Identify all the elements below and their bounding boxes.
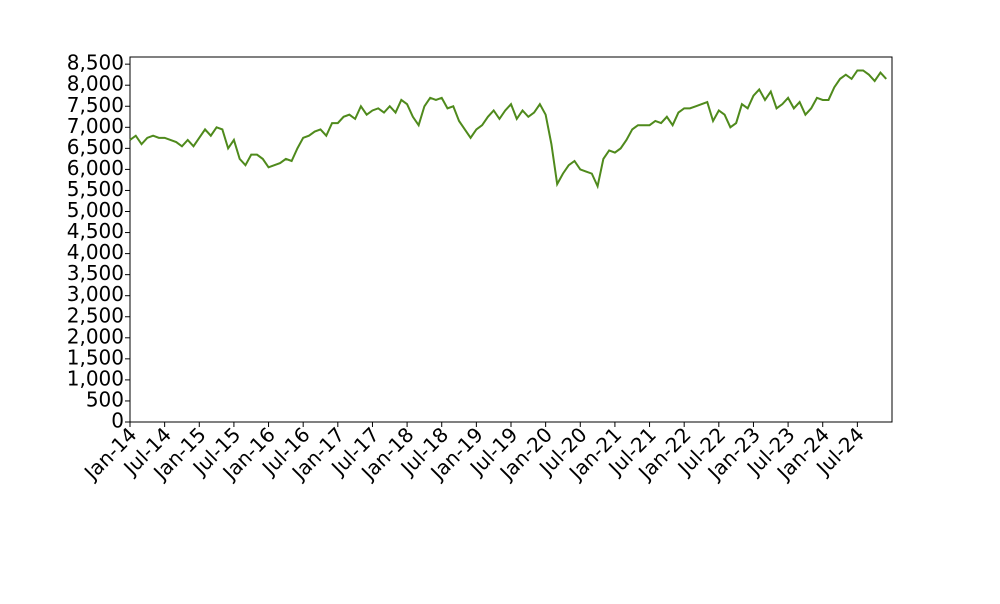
y-tick-label: 6,000 (67, 156, 124, 180)
y-tick-label: 4,000 (67, 240, 124, 264)
plot-frame (129, 56, 893, 423)
y-tick-label: 500 (86, 387, 124, 411)
y-tick-label: 8,000 (67, 72, 124, 96)
y-tick-label: 3,500 (67, 261, 124, 285)
y-tick-label: 5,000 (67, 198, 124, 222)
y-tick-label: 7,500 (67, 93, 124, 117)
y-tick-label: 2,500 (67, 303, 124, 327)
y-tick-label: 6,500 (67, 135, 124, 159)
y-tick-label: 4,500 (67, 219, 124, 243)
y-tick-label: 1,500 (67, 345, 124, 369)
y-tick-label: 0 (111, 409, 124, 433)
data-line (129, 69, 887, 190)
y-tick-label: 1,000 (67, 366, 124, 390)
y-tick-label: 2,000 (67, 324, 124, 348)
y-tick-label: 5,500 (67, 177, 124, 201)
y-tick-label: 3,000 (67, 282, 124, 306)
y-tick-label: 8,500 (67, 51, 124, 75)
y-tick-label: 7,000 (67, 114, 124, 138)
